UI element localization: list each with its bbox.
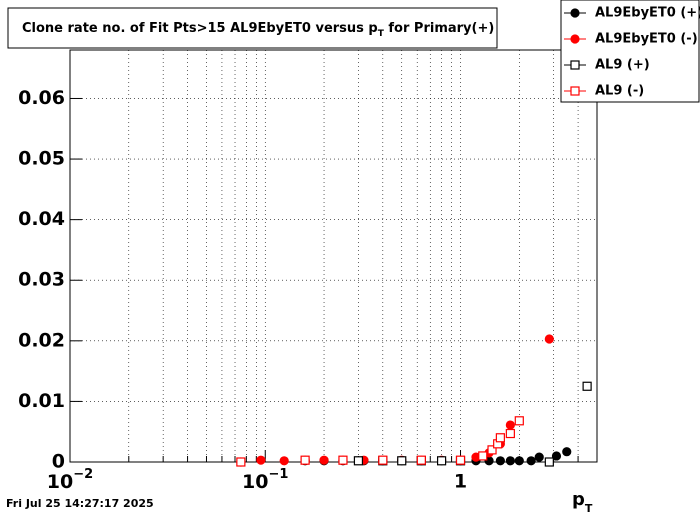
data-point xyxy=(256,455,266,465)
data-point xyxy=(338,455,348,465)
data-point xyxy=(534,452,544,462)
title-sub: T xyxy=(378,29,385,39)
data-point xyxy=(551,451,562,461)
title-box xyxy=(7,7,498,49)
y-tick-label: 0 xyxy=(52,451,65,473)
legend-label: AL9EbyET0 (+) xyxy=(595,6,700,21)
x-tick-label: 10−1 xyxy=(242,467,288,493)
chart-title: Clone rate no. of Fit Pts>15 AL9EbyET0 v… xyxy=(22,21,494,39)
legend-marker xyxy=(570,86,580,96)
data-point xyxy=(319,455,329,465)
x-tick-exponent: −2 xyxy=(73,467,93,482)
data-point xyxy=(300,455,310,465)
data-point xyxy=(505,456,515,466)
data-point xyxy=(514,456,524,466)
y-tick-label: 0.05 xyxy=(18,148,65,170)
data-point xyxy=(478,451,488,461)
y-tick-label: 0.03 xyxy=(18,269,65,291)
data-point xyxy=(487,445,497,455)
y-tick-label: 0.06 xyxy=(18,87,65,109)
legend-box xyxy=(560,0,700,103)
data-point xyxy=(353,456,364,466)
data-point xyxy=(397,456,407,466)
x-label-main: p xyxy=(572,489,585,510)
legend-label: AL9 (+) xyxy=(595,58,650,73)
legend-marker xyxy=(570,60,580,70)
data-point xyxy=(455,455,466,465)
title-end: for Primary(+) xyxy=(384,21,494,36)
data-point xyxy=(378,455,388,465)
y-tick-label: 0.02 xyxy=(18,329,65,351)
x-tick-label: 10−2 xyxy=(47,467,93,493)
x-tick-label: 1 xyxy=(454,471,467,493)
x-tick-exponent: −1 xyxy=(269,467,289,482)
data-point xyxy=(526,456,536,466)
data-point xyxy=(279,456,289,466)
x-label-sub: T xyxy=(585,502,593,514)
x-axis-label: pT xyxy=(572,489,593,514)
y-tick-label: 0.04 xyxy=(18,208,65,230)
y-tick-label: 0.01 xyxy=(18,390,65,412)
data-point xyxy=(582,381,592,391)
data-point xyxy=(416,455,426,465)
x-tick-base: 10 xyxy=(242,471,268,493)
x-tick-base: 10 xyxy=(47,471,73,493)
plot-frame xyxy=(69,49,598,463)
data-point xyxy=(436,456,447,466)
data-point xyxy=(495,433,505,443)
data-point xyxy=(544,334,554,344)
legend-label: AL9 (-) xyxy=(595,84,644,99)
title-main: Clone rate no. of Fit Pts>15 AL9EbyET0 v… xyxy=(22,21,378,36)
footer-date: Fri Jul 25 14:27:17 2025 xyxy=(6,497,154,510)
data-point xyxy=(514,416,524,426)
data-point xyxy=(562,447,572,457)
data-point xyxy=(505,420,515,430)
legend-marker xyxy=(570,34,580,44)
data-point xyxy=(236,457,246,467)
data-point xyxy=(505,428,515,439)
legend-marker xyxy=(570,8,580,18)
legend-label: AL9EbyET0 (-) xyxy=(595,32,698,47)
data-point xyxy=(544,457,554,467)
data-point xyxy=(495,456,505,466)
